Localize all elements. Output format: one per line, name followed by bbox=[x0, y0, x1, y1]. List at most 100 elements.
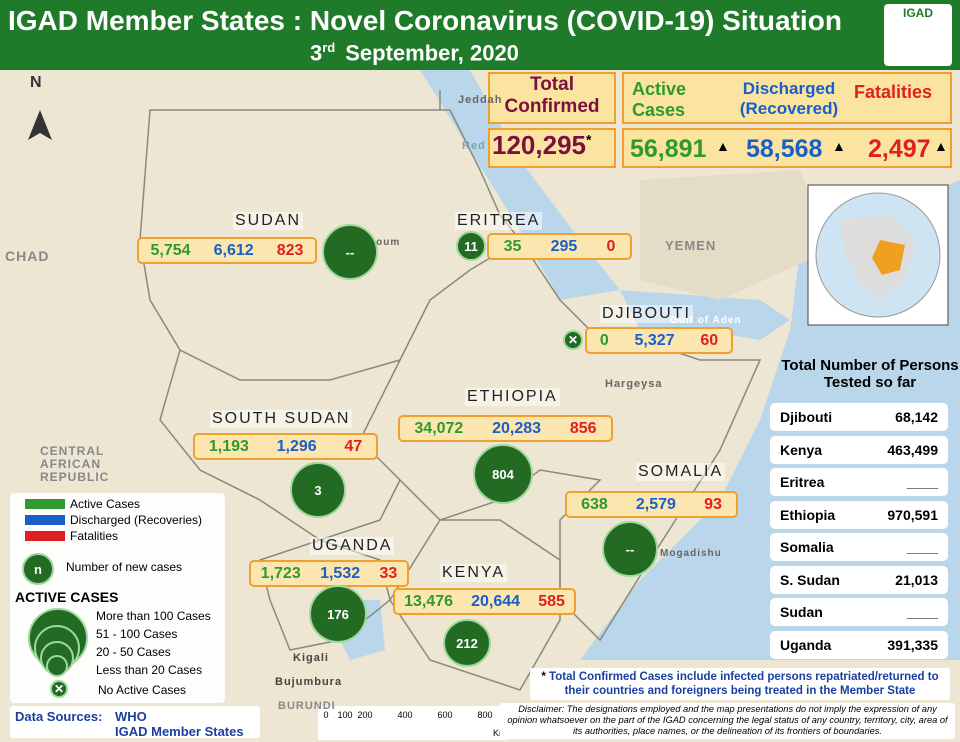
country-box: 638 2,579 93 bbox=[565, 491, 738, 518]
scale-tick: 400 bbox=[397, 710, 413, 720]
fatalities-value: 2,497 bbox=[868, 135, 931, 163]
tested-country: Djibouti bbox=[780, 409, 833, 425]
country-fatalities: 0 bbox=[606, 237, 616, 255]
scale-tick: 600 bbox=[437, 710, 453, 720]
date: 3rd September, 2020 bbox=[310, 40, 519, 66]
country-name: UGANDA bbox=[310, 537, 395, 555]
source-item: IGAD Member States bbox=[115, 724, 244, 739]
country-active: 5,754 bbox=[150, 241, 191, 259]
country-name: ERITREA bbox=[455, 212, 543, 230]
new-cases: 212 bbox=[443, 619, 491, 667]
country-box: 1,193 1,296 47 bbox=[193, 433, 378, 460]
map-label: CENTRAL AFRICAN REPUBLIC bbox=[40, 444, 110, 484]
total-box: 120,295* bbox=[488, 128, 616, 168]
tested-title: Total Number of Persons Tested so far bbox=[781, 357, 959, 391]
country-name: SUDAN bbox=[233, 212, 304, 230]
map-label: Jeddah bbox=[458, 94, 503, 106]
scale-tick: 0 bbox=[323, 710, 329, 720]
country-box: 0 5,327 60 bbox=[585, 327, 733, 354]
date-suffix: rd bbox=[322, 40, 336, 55]
tested-value: ____ bbox=[906, 474, 938, 490]
tested-row: Djibouti 68,142 bbox=[770, 403, 948, 431]
map-label: N bbox=[30, 74, 43, 91]
new-cases: 176 bbox=[309, 585, 367, 643]
note: * Total Confirmed Cases include infected… bbox=[530, 668, 950, 700]
tested-row: Kenya 463,499 bbox=[770, 435, 948, 464]
country-active: 34,072 bbox=[414, 419, 464, 437]
date-rest: September, 2020 bbox=[345, 40, 519, 66]
country-active: 35 bbox=[503, 237, 522, 255]
source-item: WHO bbox=[115, 709, 147, 724]
scale-bg bbox=[318, 706, 508, 740]
tested-country: Sudan bbox=[780, 604, 823, 620]
country-fatalities: 585 bbox=[538, 592, 565, 610]
legend-discharged: Discharged (Recoveries) bbox=[70, 513, 203, 527]
country-fatalities: 93 bbox=[704, 495, 722, 513]
scale-tick: 200 bbox=[357, 710, 373, 720]
tested-value: ____ bbox=[906, 604, 938, 620]
scale-unit: Km bbox=[493, 728, 507, 738]
country-active: 638 bbox=[581, 495, 608, 513]
country-fatalities: 33 bbox=[379, 564, 398, 582]
fatalities-label: Fatalities bbox=[854, 82, 933, 102]
active-value: 56,891 bbox=[630, 135, 707, 163]
total-mark: * bbox=[585, 131, 592, 148]
tested-country: Somalia bbox=[780, 539, 834, 555]
country-box: 5,754 6,612 823 bbox=[137, 237, 317, 264]
country-discharged: 1,296 bbox=[276, 437, 317, 455]
new-cases: -- bbox=[602, 521, 658, 577]
tested-country: Uganda bbox=[780, 636, 832, 653]
total-label: Total Confirmed bbox=[488, 72, 616, 124]
country-discharged: 20,283 bbox=[492, 419, 542, 437]
tested-value: 391,335 bbox=[887, 636, 938, 653]
new-cases: 804 bbox=[473, 444, 533, 504]
tested-value: 21,013 bbox=[895, 571, 938, 588]
country-box: 13,476 20,644 585 bbox=[393, 588, 576, 615]
map-label: BURUNDI bbox=[278, 700, 336, 712]
country-active: 13,476 bbox=[404, 592, 453, 610]
map-label: YEMEN bbox=[665, 238, 717, 253]
tested-country: Eritrea bbox=[780, 474, 825, 490]
scale-tick: 800 bbox=[477, 710, 493, 720]
country-fatalities: 47 bbox=[344, 437, 363, 455]
new-cases: 11 bbox=[456, 231, 486, 261]
tested-row: S. Sudan 21,013 bbox=[770, 565, 948, 594]
legend-active: Active Cases bbox=[70, 497, 141, 511]
country-box: 1,723 1,532 33 bbox=[249, 560, 409, 587]
tested-country: Ethiopia bbox=[780, 506, 836, 523]
tested-country: Kenya bbox=[780, 441, 823, 458]
legend-size: Less than 20 Cases bbox=[96, 663, 203, 677]
country-name: SOUTH SUDAN bbox=[210, 410, 353, 428]
country-fatalities: 823 bbox=[276, 241, 304, 259]
tested-row: Sudan ____ bbox=[770, 598, 948, 626]
country-discharged: 2,579 bbox=[635, 495, 676, 513]
discharged-label: Discharged (Recovered) bbox=[739, 79, 839, 118]
disclaimer: Disclaimer: The designations employed an… bbox=[500, 703, 955, 739]
country-discharged: 295 bbox=[550, 237, 578, 255]
tested-value: 463,499 bbox=[887, 441, 938, 458]
summary-labels: Active Cases Discharged (Recovered) Fata… bbox=[622, 72, 952, 124]
legend-size: 20 - 50 Cases bbox=[96, 645, 171, 659]
total-value: 120,295 bbox=[492, 130, 586, 160]
map-label: Bujumbura bbox=[275, 676, 343, 688]
summary-values: 56,891 ▲ 58,568 ▲ 2,497 ▲ bbox=[622, 128, 952, 168]
active-label: Active Cases bbox=[632, 79, 687, 120]
country-box: 35 295 0 bbox=[487, 233, 632, 260]
new-cases: 3 bbox=[290, 462, 346, 518]
country-discharged: 5,327 bbox=[634, 331, 675, 349]
country-name: KENYA bbox=[440, 564, 508, 582]
legend-fatalities: Fatalities bbox=[70, 529, 119, 543]
map-label: Red bbox=[462, 140, 486, 152]
title: IGAD Member States : Novel Coronavirus (… bbox=[8, 5, 842, 36]
tested-value: ____ bbox=[906, 539, 938, 555]
map-label: Mogadishu bbox=[660, 548, 722, 559]
country-name: ETHIOPIA bbox=[465, 388, 560, 406]
sources: Data Sources: WHO IGAD Member States bbox=[10, 706, 260, 739]
country-active: 1,193 bbox=[208, 437, 249, 455]
legend-n: n bbox=[22, 553, 54, 585]
no-active-icon: ✕ bbox=[563, 330, 583, 350]
sources-label: Data Sources: bbox=[15, 709, 103, 724]
tested-row: Eritrea ____ bbox=[770, 468, 948, 496]
country-name: SOMALIA bbox=[636, 463, 726, 481]
